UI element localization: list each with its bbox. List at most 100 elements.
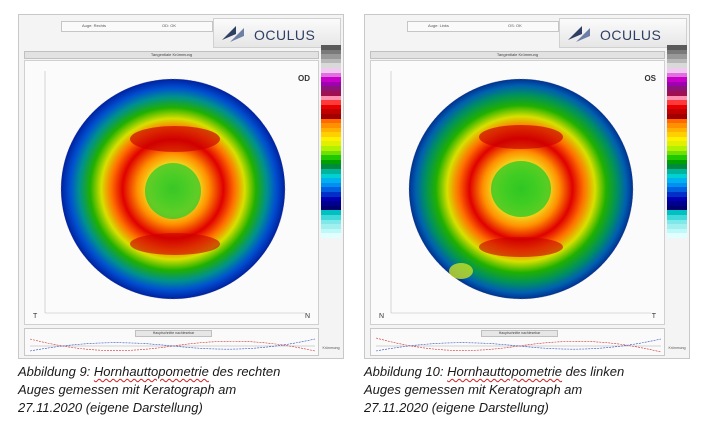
color-scale-swatch xyxy=(321,81,341,87)
color-scale-swatch xyxy=(667,95,687,101)
color-scale-swatch xyxy=(321,86,341,91)
eye-label: OD xyxy=(298,74,310,83)
color-scale-swatch xyxy=(321,201,341,206)
color-scale-swatch xyxy=(321,187,341,192)
color-scale-swatch xyxy=(321,228,341,234)
color-scale-swatch xyxy=(321,214,341,220)
color-scale-swatch xyxy=(667,67,687,73)
color-scale-swatch xyxy=(667,58,687,64)
topography-map: OD T N xyxy=(24,60,319,325)
profile-title: Hauptschnitte nachlesebar xyxy=(481,330,558,337)
corner-label-right: N xyxy=(304,313,310,320)
color-scale-swatch xyxy=(667,192,687,197)
color-scale-swatch xyxy=(667,127,687,133)
color-scale-swatch xyxy=(321,219,341,225)
color-scale-swatch xyxy=(667,90,687,96)
profile-title: Hauptschnitte nachlesebar xyxy=(135,330,212,337)
oculus-logo-icon xyxy=(568,26,590,42)
caption-line3: 27.11.2020 (eigene Darstellung) xyxy=(364,400,549,415)
logo-text: OCULUS xyxy=(600,27,662,43)
color-scale-swatch xyxy=(667,109,687,114)
color-scale xyxy=(667,45,687,343)
color-scale-swatch xyxy=(321,146,341,151)
color-scale-swatch xyxy=(321,132,341,137)
color-scale-swatch xyxy=(667,228,687,234)
color-scale-swatch xyxy=(321,58,341,64)
color-scale-swatch xyxy=(321,118,341,124)
caption-prefix: Abbildung 10: xyxy=(364,364,448,379)
color-scale-swatch xyxy=(667,45,687,50)
patient-header-fields: Auge: Links OS: OK xyxy=(407,21,559,32)
topography-map-graphic xyxy=(44,71,305,314)
patient-header-fields: Auge: Rechts OD: OK xyxy=(61,21,213,32)
color-scale-swatch xyxy=(667,150,687,156)
topography-panel-left-eye: Auge: Links OS: OK OCULUS Tangentiale Kr… xyxy=(364,14,690,359)
color-scale-swatch xyxy=(667,178,687,183)
color-scale-swatch xyxy=(321,224,341,229)
topography-map: OS N T xyxy=(370,60,665,325)
color-scale-swatch xyxy=(667,123,687,128)
color-scale-swatch xyxy=(321,90,341,96)
color-scale-swatch xyxy=(667,159,687,165)
caption-line2: Auges gemessen mit Keratograph am xyxy=(364,382,583,397)
color-scale-swatch xyxy=(321,192,341,197)
color-scale-swatch xyxy=(667,49,687,55)
color-scale-swatch xyxy=(321,141,341,147)
caption-line2: Auges gemessen mit Keratograph am xyxy=(18,382,237,397)
map-title: Tangentiale Krümmung xyxy=(24,51,319,59)
id-field: OS: OK xyxy=(508,23,522,28)
color-scale-swatch xyxy=(667,141,687,147)
color-scale-swatch xyxy=(667,182,687,188)
color-scale-swatch xyxy=(667,113,687,119)
topography-map-graphic xyxy=(390,71,651,314)
profile-curves xyxy=(29,338,316,352)
color-scale-swatch xyxy=(321,173,341,179)
color-scale-swatch xyxy=(667,54,687,59)
color-scale-swatch xyxy=(667,205,687,211)
corner-label-right: T xyxy=(651,313,656,320)
color-scale-swatch xyxy=(667,100,687,105)
color-scale-swatch xyxy=(321,210,341,215)
color-scale-swatch xyxy=(667,187,687,192)
color-scale-swatch xyxy=(321,127,341,133)
color-scale-swatch xyxy=(321,54,341,59)
color-scale-swatch xyxy=(667,173,687,179)
caption-line1-rest: des rechten xyxy=(208,364,281,379)
color-scale-swatch xyxy=(667,224,687,229)
corner-label-left: T xyxy=(33,313,38,320)
color-scale-swatch xyxy=(321,169,341,174)
eye-field: Auge: Rechts xyxy=(82,23,107,28)
color-scale-swatch xyxy=(667,63,687,68)
color-scale-swatch xyxy=(667,86,687,91)
profile-graph: Hauptschnitte nachlesebar xyxy=(370,328,665,356)
figure-caption-right-eye: Abbildung 9: Hornhauttopometrie des rech… xyxy=(18,363,348,417)
logo-text: OCULUS xyxy=(254,27,316,43)
caption-prefix: Abbildung 9: xyxy=(18,364,94,379)
color-scale-swatch xyxy=(667,136,687,142)
color-scale-swatch xyxy=(321,63,341,68)
color-scale-swatch xyxy=(321,45,341,50)
color-scale-swatch xyxy=(321,109,341,114)
color-scale-swatch xyxy=(321,49,341,55)
color-scale-swatch xyxy=(321,155,341,160)
color-scale-swatch xyxy=(321,113,341,119)
color-scale-swatch xyxy=(321,164,341,170)
profile-graph: Hauptschnitte nachlesebar xyxy=(24,328,319,356)
color-scale-swatch xyxy=(321,178,341,183)
profile-curves xyxy=(375,337,662,353)
oculus-logo: OCULUS xyxy=(213,18,341,48)
color-scale-swatch xyxy=(667,155,687,160)
color-scale-swatch xyxy=(667,164,687,170)
color-scale-swatch xyxy=(667,146,687,151)
oculus-logo-icon xyxy=(222,26,244,42)
color-scale-swatch xyxy=(321,159,341,165)
color-scale-swatch xyxy=(321,104,341,110)
color-scale-swatch xyxy=(667,219,687,225)
color-scale-swatch xyxy=(667,81,687,87)
scale-unit: Krümmung xyxy=(322,346,340,350)
color-scale-swatch xyxy=(321,182,341,188)
color-scale-swatch xyxy=(667,201,687,206)
color-scale-swatch xyxy=(321,196,341,202)
corner-label-left: N xyxy=(379,313,385,320)
color-scale-swatch xyxy=(321,205,341,211)
